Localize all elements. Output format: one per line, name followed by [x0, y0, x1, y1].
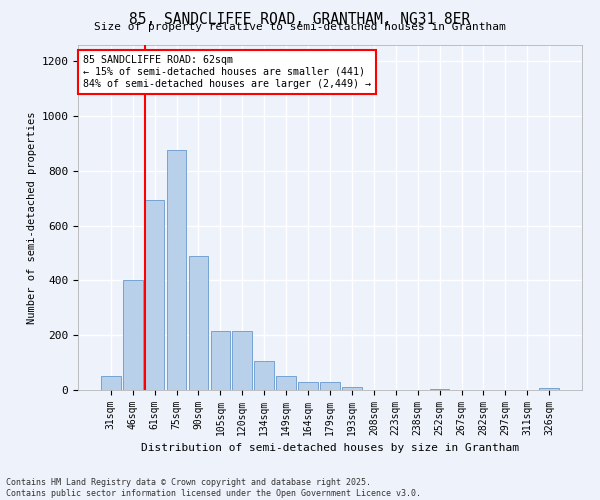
Bar	[188, 256, 208, 390]
Text: 85, SANDCLIFFE ROAD, GRANTHAM, NG31 8ER: 85, SANDCLIFFE ROAD, GRANTHAM, NG31 8ER	[130, 12, 470, 28]
Bar	[342, 388, 362, 390]
Bar	[232, 331, 252, 390]
Bar	[254, 361, 274, 390]
Bar	[539, 388, 559, 390]
Bar	[211, 331, 230, 390]
Bar	[276, 376, 296, 390]
Bar	[123, 280, 143, 390]
Bar	[430, 388, 449, 390]
Bar	[320, 382, 340, 390]
Bar	[145, 200, 164, 390]
Text: Contains HM Land Registry data © Crown copyright and database right 2025.
Contai: Contains HM Land Registry data © Crown c…	[6, 478, 421, 498]
X-axis label: Distribution of semi-detached houses by size in Grantham: Distribution of semi-detached houses by …	[141, 444, 519, 454]
Bar	[167, 150, 187, 390]
Bar	[101, 376, 121, 390]
Bar	[298, 382, 318, 390]
Text: 85 SANDCLIFFE ROAD: 62sqm
← 15% of semi-detached houses are smaller (441)
84% of: 85 SANDCLIFFE ROAD: 62sqm ← 15% of semi-…	[83, 56, 371, 88]
Y-axis label: Number of semi-detached properties: Number of semi-detached properties	[27, 112, 37, 324]
Text: Size of property relative to semi-detached houses in Grantham: Size of property relative to semi-detach…	[94, 22, 506, 32]
